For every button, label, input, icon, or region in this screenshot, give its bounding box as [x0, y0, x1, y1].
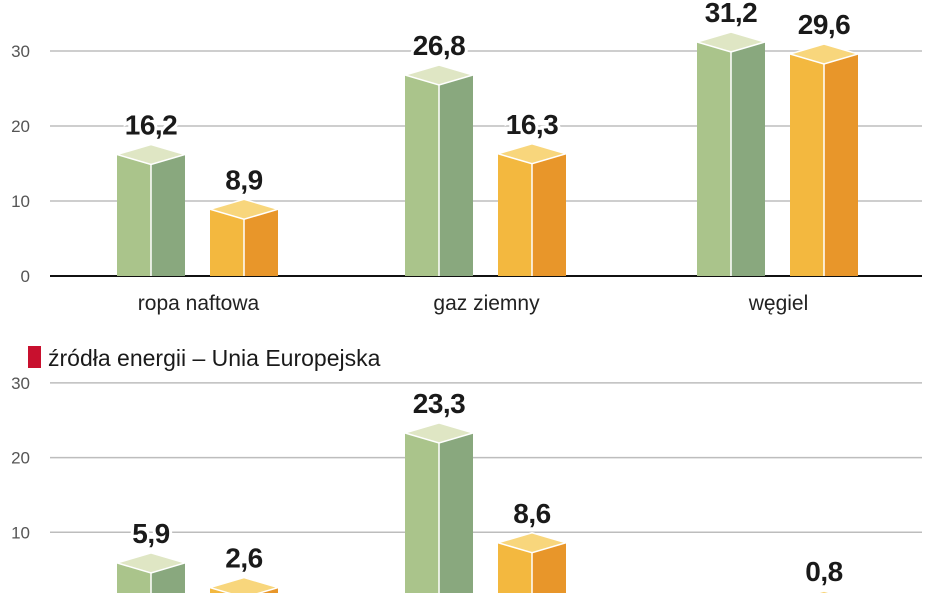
bar-front-right-face — [439, 75, 473, 276]
y-tick-label: 20 — [11, 117, 30, 136]
category-label: ropa naftowa — [138, 292, 260, 315]
bar-front-left-face — [117, 154, 151, 276]
bar-front-left-face — [210, 209, 244, 276]
bar-green — [114, 143, 188, 276]
bar-front-right-face — [532, 153, 566, 276]
y-tick-label: 30 — [11, 374, 30, 393]
bar-front-right-face — [244, 209, 278, 276]
bar-front-left-face — [790, 54, 824, 276]
y-tick-label: 30 — [11, 42, 30, 61]
y-tick-label: 20 — [11, 449, 30, 468]
bar-green — [402, 422, 476, 593]
bar-top-cap — [402, 422, 476, 444]
data-label: 8,9 — [225, 164, 262, 195]
bar-top-cap — [114, 143, 188, 166]
bar-orange — [207, 576, 281, 593]
category-label: gaz ziemny — [433, 292, 540, 315]
y-tick-label: 10 — [11, 192, 30, 211]
bar-front-right-face — [151, 154, 185, 276]
chart-title: źródła energii – Unia Europejska — [48, 345, 381, 371]
bar-top-cap — [114, 552, 188, 574]
bar-top-cap — [207, 576, 281, 593]
data-label: 16,3 — [506, 109, 559, 140]
bar-orange — [787, 43, 861, 276]
bar-front-right-face — [439, 432, 473, 593]
bar-green — [694, 31, 768, 276]
data-label: 0,8 — [805, 556, 842, 587]
bar-front-right-face — [731, 42, 765, 276]
bar-front-left-face — [405, 75, 439, 276]
category-label: węgiel — [748, 292, 809, 315]
y-tick-label: 0 — [21, 267, 30, 286]
bar-front-left-face — [498, 542, 532, 593]
data-label: 29,6 — [798, 9, 851, 40]
data-label: 16,2 — [125, 110, 178, 141]
data-label: 26,8 — [413, 30, 466, 61]
bar-top-cap — [495, 142, 569, 165]
bottom-chart-eu: źródła energii – Unia Europejska 10 20 30 5… — [11, 345, 922, 593]
bar-front-left-face — [498, 153, 532, 276]
bar-front-right-face — [824, 54, 858, 276]
bar-front-left-face — [697, 42, 731, 276]
bar-top-cap — [207, 198, 281, 221]
bar-top-cap — [402, 64, 476, 86]
y-tick-label: 10 — [11, 523, 30, 542]
bar-front-left-face — [405, 432, 439, 593]
data-label: 23,3 — [413, 388, 466, 419]
data-label: 8,6 — [513, 498, 550, 529]
bar-orange — [207, 198, 281, 276]
bar-top-cap — [495, 531, 569, 554]
bar-top-cap — [787, 43, 861, 65]
data-label: 2,6 — [225, 543, 262, 574]
legend-marker — [28, 346, 41, 368]
bar-top-cap — [694, 31, 768, 53]
bar-green — [114, 552, 188, 593]
bar-green — [402, 64, 476, 276]
bar-orange — [495, 142, 569, 276]
data-label: 31,2 — [705, 0, 758, 28]
data-label: 5,9 — [132, 518, 169, 549]
bar-front-right-face — [532, 542, 566, 593]
top-chart: 0 10 20 30 16,2 26,8 31,2 8,9 16,3 29,6 ropa nafto… — [11, 0, 922, 315]
bar-orange — [495, 531, 569, 593]
